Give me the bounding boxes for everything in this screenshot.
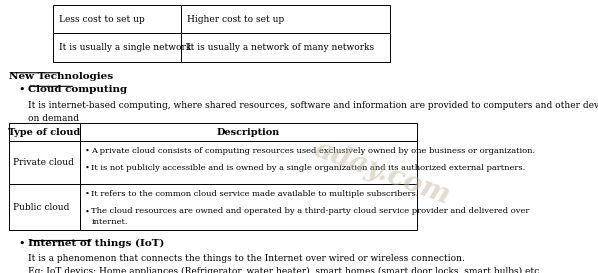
Text: Type of cloud: Type of cloud [8,128,81,137]
Text: Higher cost to set up: Higher cost to set up [187,15,284,23]
Text: Public cloud: Public cloud [13,203,70,212]
Text: Internet of things (IoT): Internet of things (IoT) [28,239,164,248]
Text: A private cloud consists of computing resources used exclusively owned by one bu: A private cloud consists of computing re… [91,147,535,155]
Text: •: • [19,85,25,95]
Text: New Technologies: New Technologies [9,72,113,81]
Text: •: • [19,239,25,249]
Text: Private cloud: Private cloud [13,158,74,167]
Text: Eg: IoT devics: Home appliances (Refrigerator, water heater), smart homes (smart: Eg: IoT devics: Home appliances (Refrige… [28,267,539,273]
Text: It is not publicly accessible and is owned by a single organization and its auth: It is not publicly accessible and is own… [91,164,526,172]
Text: The cloud resources are owned and operated by a third-party cloud service provid: The cloud resources are owned and operat… [91,207,530,226]
FancyBboxPatch shape [53,5,181,33]
Text: It is internet-based computing, where shared resources, software and information: It is internet-based computing, where sh… [28,101,598,123]
Text: It is a phenomenon that connects the things to the Internet over wired or wirele: It is a phenomenon that connects the thi… [28,254,465,263]
Text: •: • [85,147,90,155]
Text: Less cost to set up: Less cost to set up [59,15,144,23]
FancyBboxPatch shape [80,141,417,184]
Text: •: • [85,207,90,215]
Text: Description: Description [217,128,280,137]
Text: It refers to the common cloud service made available to multiple subscribers.: It refers to the common cloud service ma… [91,190,419,198]
FancyBboxPatch shape [80,184,417,230]
Text: Cloud computing: Cloud computing [28,85,127,94]
FancyBboxPatch shape [53,33,181,62]
Text: It is usually a network of many networks: It is usually a network of many networks [187,43,374,52]
FancyBboxPatch shape [9,123,80,141]
FancyBboxPatch shape [9,141,80,184]
Text: •: • [85,164,90,172]
FancyBboxPatch shape [181,5,390,33]
Text: •: • [85,190,90,198]
FancyBboxPatch shape [181,33,390,62]
Text: aday.com: aday.com [310,136,454,210]
FancyBboxPatch shape [80,123,417,141]
Text: It is usually a single network: It is usually a single network [59,43,191,52]
FancyBboxPatch shape [9,184,80,230]
